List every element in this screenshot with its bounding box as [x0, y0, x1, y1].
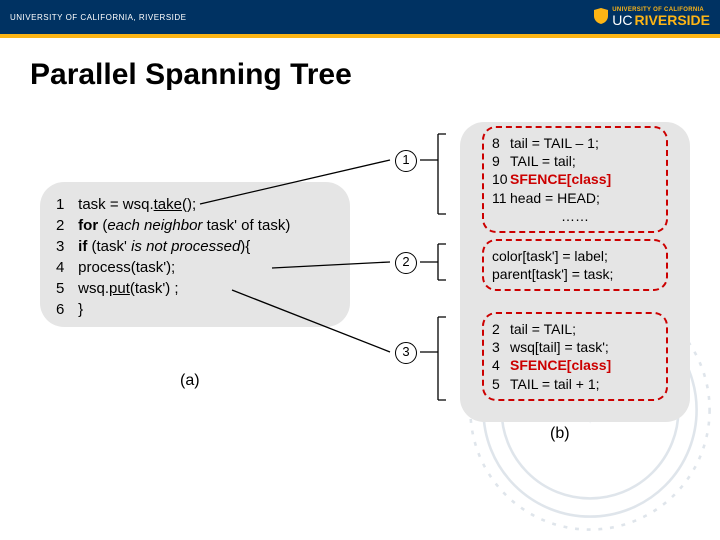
b1-line-3: 10SFENCE[class]: [492, 170, 658, 188]
b3-line-1: 2tail = TAIL;: [492, 320, 658, 338]
b3-line-3: 4SFENCE[class]: [492, 356, 658, 374]
circle-marker-3: 3: [395, 342, 417, 364]
b1-line-2: 9TAIL = tail;: [492, 152, 658, 170]
code-a-line-5: 5 wsq.put(task') ;: [56, 278, 334, 299]
header-left-text: UNIVERSITY OF CALIFORNIA, RIVERSIDE: [10, 13, 187, 22]
slide-title: Parallel Spanning Tree: [0, 38, 720, 102]
b2-line-2: parent[task'] = task;: [492, 265, 658, 283]
circle-marker-2: 2: [395, 252, 417, 274]
b2-line-1: color[task'] = label;: [492, 247, 658, 265]
code-a-line-6: 6 }: [56, 299, 334, 320]
logo-riverside: RIVERSIDE: [635, 13, 710, 27]
circle-marker-1: 1: [395, 150, 417, 172]
dash-block-3: 2tail = TAIL; 3wsq[tail] = task'; 4SFENC…: [482, 312, 668, 401]
b3-line-4: 5TAIL = tail + 1;: [492, 375, 658, 393]
dash-block-2: color[task'] = label; parent[task'] = ta…: [482, 239, 668, 291]
b1-line-4: 11head = HEAD;: [492, 189, 658, 207]
header-logo: UNIVERSITY OF CALIFORNIA UC RIVERSIDE: [594, 7, 710, 27]
diagram-stage: 1 task = wsq.take(); 2 for (each neighbo…: [40, 122, 690, 462]
code-a-line-1: 1 task = wsq.take();: [56, 194, 334, 215]
b1-dots: ……: [492, 207, 658, 225]
code-box-a: 1 task = wsq.take(); 2 for (each neighbo…: [40, 182, 350, 327]
code-a-line-3: 3 if (task' is not processed){: [56, 236, 334, 257]
slide-header: UNIVERSITY OF CALIFORNIA, RIVERSIDE UNIV…: [0, 0, 720, 34]
logo-uc: UC: [612, 13, 632, 27]
caption-a: (a): [180, 372, 200, 390]
caption-b: (b): [550, 425, 570, 443]
dash-block-1: 8tail = TAIL – 1; 9TAIL = tail; 10SFENCE…: [482, 126, 668, 233]
b1-line-1: 8tail = TAIL – 1;: [492, 134, 658, 152]
code-a-line-4: 4 process(task');: [56, 257, 334, 278]
code-a-line-2: 2 for (each neighbor task' of task): [56, 215, 334, 236]
logo-shield-icon: [594, 8, 608, 27]
b3-line-2: 3wsq[tail] = task';: [492, 338, 658, 356]
